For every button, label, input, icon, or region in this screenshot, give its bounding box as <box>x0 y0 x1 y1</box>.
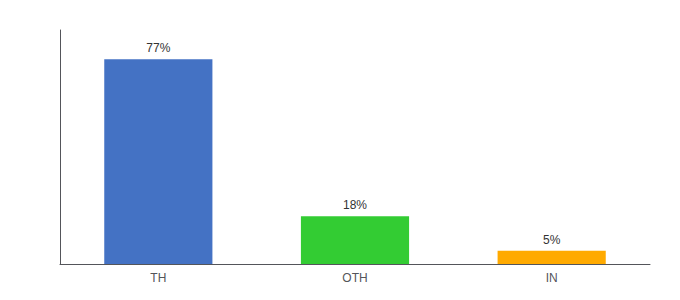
svg-text:5%: 5% <box>543 233 561 247</box>
svg-text:18%: 18% <box>343 198 367 212</box>
svg-text:77%: 77% <box>146 41 170 55</box>
svg-text:IN: IN <box>546 271 558 285</box>
svg-text:TH: TH <box>150 271 166 285</box>
svg-text:OTH: OTH <box>342 271 367 285</box>
